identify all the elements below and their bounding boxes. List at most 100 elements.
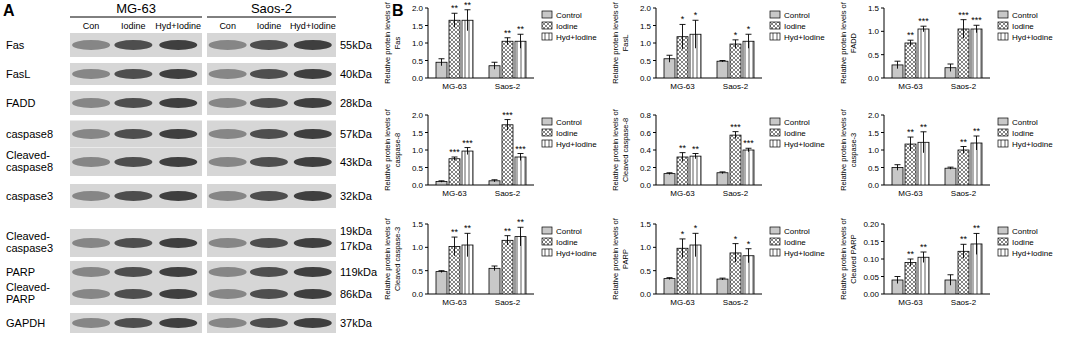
x-tick-label: MG-63 [670,189,695,198]
marks [664,233,754,294]
lane-label: Iodine [121,21,146,31]
y-axis-label: Relative protein levels of [383,108,392,191]
error-bar [948,275,954,286]
error-bar [720,61,726,62]
row-label: caspase8 [6,128,53,140]
legend-label: Control [784,11,810,20]
bar [905,263,916,295]
legend-swatch [770,129,780,136]
legend-swatch [542,249,552,256]
y-tick-label: 2.0 [868,111,880,120]
legend-label: Hyd+Iodine [556,33,597,42]
y-tick-label: 1.0 [868,27,880,36]
significance: ** [973,223,981,233]
blot-strip [70,33,202,57]
blot-band [209,191,247,201]
legend-label: Iodine [1012,238,1034,247]
chart: 0.00.51.01.52.0Relative protein levels o… [839,108,1053,198]
blot-band [159,129,197,139]
chart: 0.00.51.01.52.0Relative protein levels o… [383,0,597,91]
significance: ** [907,30,915,40]
bar [918,29,929,78]
blot-band [72,129,110,139]
blot-band [250,289,288,299]
y-axis-label: Relative protein levels of [839,217,848,300]
y-tick-label: 0.0 [640,290,652,299]
error-bar [693,233,699,256]
error-bar [895,277,901,284]
row-label: PARP [6,266,35,278]
y-tick-label: 0.0 [640,74,652,83]
blot-band [209,318,247,328]
error-bar [948,167,954,169]
y-tick-label: 1.0 [640,39,652,48]
kda-label: 32kDa [340,190,373,202]
legend-label: Iodine [784,238,806,247]
error-bar [465,148,471,155]
blot-band [209,98,247,108]
blot-band [159,40,197,50]
error-bar [720,172,726,174]
x-tick-label: Saos-2 [723,298,749,307]
blot-band [209,129,247,139]
blot-strip [70,313,202,333]
y-tick-label: 1.5 [868,4,880,13]
y-tick-label: 2.0 [640,4,652,13]
blot-band [72,157,110,167]
error-bar [733,244,739,263]
blot-band [72,289,110,299]
significance: *** [918,16,929,26]
significance: ** [920,242,928,252]
blot-band [114,289,152,299]
y-axis-label: Relative protein levels of [611,1,620,84]
blot-strip [70,91,202,115]
bar [449,159,460,185]
y-tick-label: 0.5 [412,57,424,66]
error-bar [895,165,901,171]
error-bar [465,10,471,31]
legend-swatch [770,227,780,234]
blot-band [114,40,152,50]
blot-band [114,267,152,277]
significance: * [694,223,698,233]
lane-label: Hyd+Iodine [290,21,336,31]
blot-strip [207,313,336,333]
significance: * [734,234,738,244]
y-tick-label: 0.5 [868,51,880,60]
figure: ABMG-63ConIodineHyd+IodineSaos-2ConIodin… [0,0,1065,338]
legend-label: Control [784,118,810,127]
significance: * [747,239,751,249]
lane-label: Iodine [257,21,282,31]
row-label: GAPDH [6,317,45,329]
significance: ** [973,126,981,136]
legend-swatch [998,11,1008,18]
blot-strip [207,91,336,115]
legend-label: Hyd+Iodine [556,249,597,258]
panel-label: B [392,2,404,19]
blot-strip [207,261,336,283]
significance: * [681,229,685,239]
annotations: ******** [451,217,525,237]
y-tick-label: 1.5 [412,22,424,31]
error-bar [680,239,686,258]
x-tick-label: MG-63 [898,298,923,307]
bar [449,20,460,78]
y-tick-label: 0.00 [863,290,879,299]
bar [462,151,473,185]
y-tick-label: 0.20 [863,220,879,229]
blot-band [250,98,288,108]
error-bar [961,244,967,258]
blot-band [114,318,152,328]
blot-strip [207,121,336,148]
row-label: FADD [6,97,35,109]
significance: ** [960,234,968,244]
y-tick-label: 1.0 [412,39,424,48]
y-tick-label: 0.10 [863,255,879,264]
blot-band [114,98,152,108]
y-tick-label: 0.0 [868,181,880,190]
blot-band [159,267,197,277]
error-bar [733,40,739,48]
kda-label: 86kDa [340,288,373,300]
significance: ** [907,249,915,259]
error-bar [948,64,954,71]
